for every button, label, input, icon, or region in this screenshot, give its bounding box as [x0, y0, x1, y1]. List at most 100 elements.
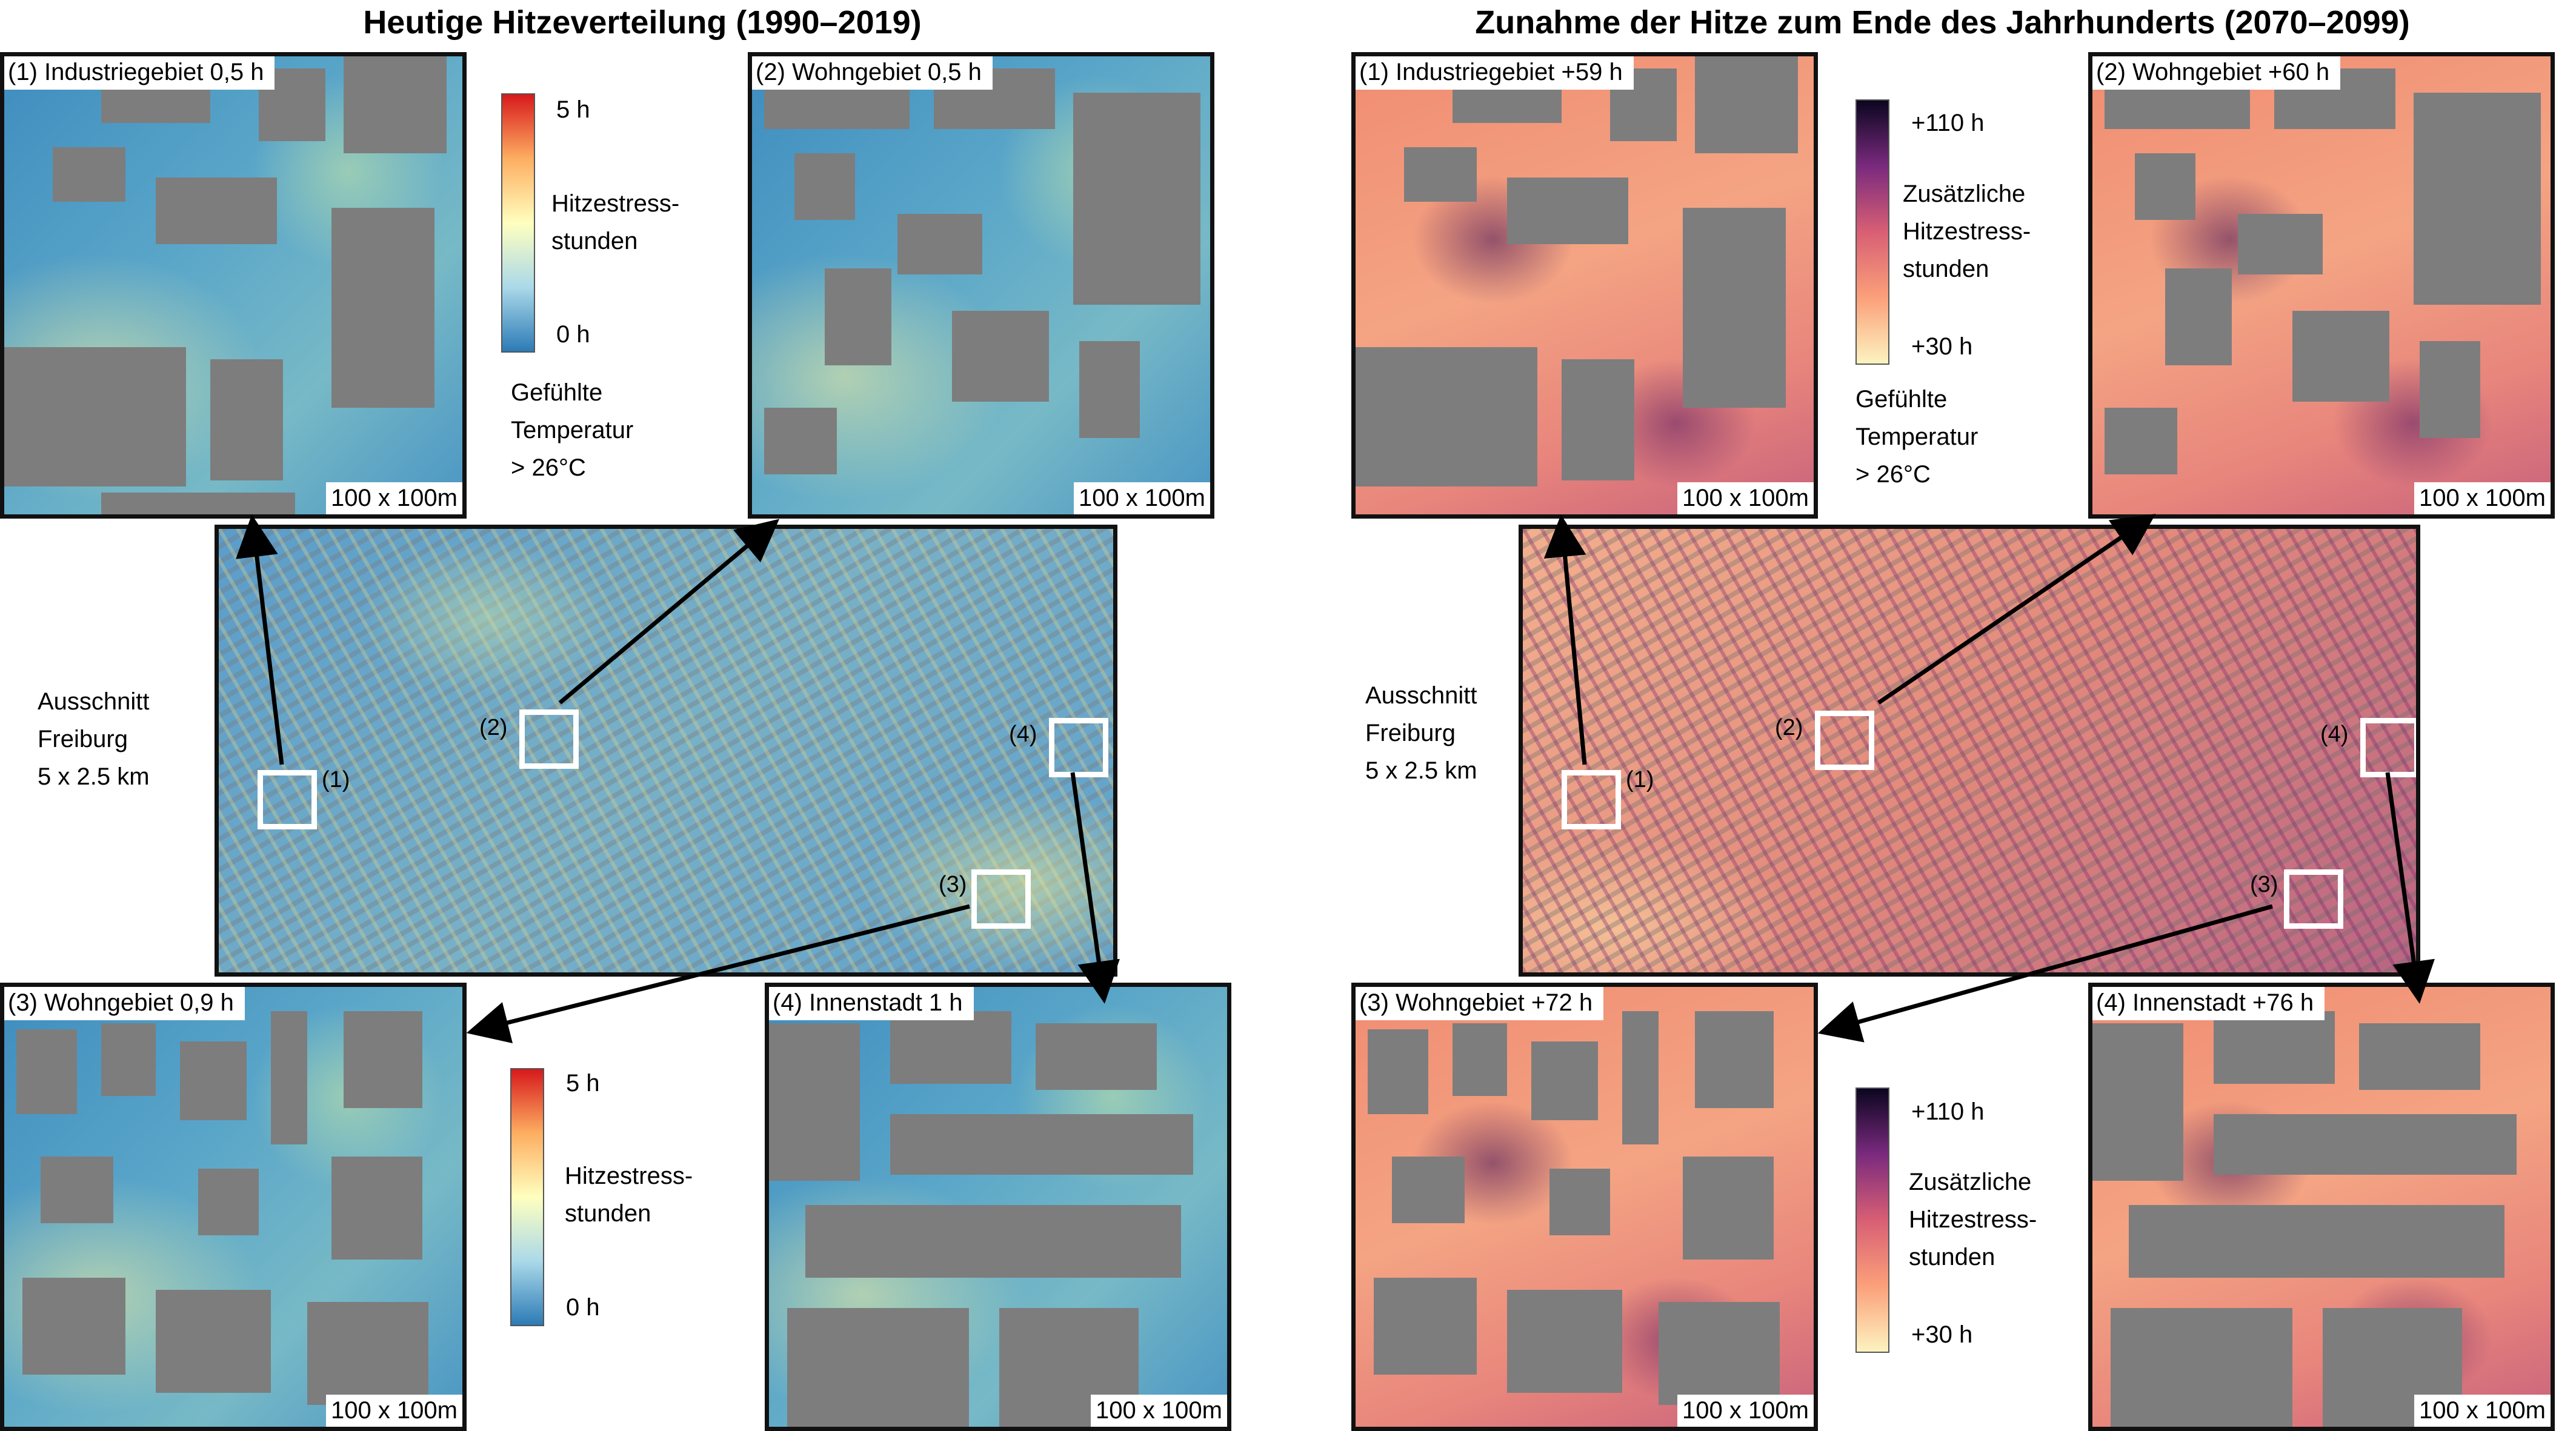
scale-label: 100 x 100m: [1677, 482, 1814, 514]
overview-label: Ausschnitt Freiburg 5 x 2.5 km: [1365, 682, 1477, 784]
building: [1073, 93, 1200, 305]
building: [307, 1302, 428, 1405]
building: [1695, 56, 1798, 153]
left-overview-map: (1) (2) (3) (4): [215, 525, 1117, 977]
building: [825, 268, 891, 365]
building: [101, 493, 295, 514]
right-panel-2-residential: (2) Wohngebiet +60 h 100 x 100m: [2088, 52, 2555, 519]
roi-box-3: [2284, 869, 2343, 929]
arrow-roi4-right: [2385, 772, 2435, 1004]
panel-label: (3) Wohngebiet 0,9 h: [4, 987, 245, 1020]
colorbar-title: Hitzestress- stunden: [565, 1163, 693, 1227]
building: [53, 147, 125, 202]
panel-label: (4) Innenstadt +76 h: [2092, 987, 2325, 1020]
colorbar-current-top: [501, 93, 535, 353]
building: [2165, 268, 2232, 365]
building: [1549, 1169, 1610, 1235]
arrow-roi1-left: [236, 514, 284, 765]
roi-box-1: [258, 770, 317, 829]
building: [805, 1205, 1181, 1278]
building: [271, 1011, 307, 1144]
right-panel-3-residential: (3) Wohngebiet +72 h 100 x 100m: [1351, 983, 1818, 1431]
colorbar-title: Zusätzliche Hitzestress- stunden: [1909, 1169, 2037, 1270]
left-panel-3-residential: (3) Wohngebiet 0,9 h 100 x 100m: [0, 983, 467, 1431]
building: [1404, 147, 1477, 202]
building: [1356, 347, 1537, 486]
roi-number-3: (3): [2250, 872, 2278, 897]
right-title: Zunahme der Hitze zum Ende des Jahrhunde…: [1475, 4, 2410, 41]
roi-box-2: [519, 709, 579, 769]
building: [2214, 1114, 2517, 1175]
building: [16, 1029, 77, 1114]
arrow-roi3-left: [466, 904, 970, 1043]
building: [344, 56, 447, 153]
colorbar-min-label: 0 h: [556, 321, 590, 348]
colorbar-max-label: 5 h: [566, 1070, 600, 1097]
panel-label: (1) Industriegebiet 0,5 h: [4, 56, 275, 90]
colorbar-title: Hitzestress- stunden: [551, 190, 680, 254]
roi-number-2: (2): [1775, 715, 1803, 740]
building: [890, 1114, 1193, 1175]
scale-label: 100 x 100m: [325, 482, 462, 514]
building: [344, 1011, 422, 1108]
scale-label: 100 x 100m: [1677, 1395, 1814, 1427]
roi-box-4: [1049, 718, 1108, 777]
building: [890, 1011, 1011, 1084]
building: [1507, 1290, 1622, 1393]
arrow-roi2-left: [558, 519, 780, 705]
building: [1683, 1157, 1774, 1260]
roi-number-3: (3): [939, 872, 967, 897]
overview-label: Ausschnitt Freiburg 5 x 2.5 km: [38, 688, 150, 790]
heat-map: [219, 529, 1113, 972]
roi-number-2: (2): [479, 715, 508, 740]
building: [1562, 359, 1634, 480]
threshold-note: Gefühlte Temperatur > 26°C: [1855, 386, 1979, 488]
panel-label: (2) Wohngebiet 0,5 h: [752, 56, 993, 90]
threshold-note: Gefühlte Temperatur > 26°C: [511, 379, 634, 481]
building: [787, 1308, 969, 1427]
roi-box-2: [1815, 711, 1874, 770]
arrow-roi1-right: [1543, 514, 1587, 765]
roi-number-4: (4): [2320, 722, 2349, 747]
building: [2105, 408, 2177, 474]
building: [2129, 1205, 2504, 1278]
building: [2292, 311, 2389, 402]
building: [4, 347, 186, 486]
colorbar-current-bottom: [510, 1068, 544, 1326]
left-panel-4-city-center: (4) Innenstadt 1 h 100 x 100m: [765, 983, 1231, 1431]
left-panel-1-industrial: (1) Industriegebiet 0,5 h 100 x 100m: [0, 52, 467, 519]
building: [1368, 1029, 1428, 1114]
building: [331, 208, 434, 408]
building: [2414, 93, 2541, 305]
building: [794, 153, 855, 220]
right-overview-map: (1) (2) (3) (4): [1519, 525, 2420, 977]
building: [198, 1169, 259, 1235]
building: [2135, 153, 2195, 220]
colorbar-future-top: [1855, 99, 1889, 365]
scale-label: 100 x 100m: [325, 1395, 462, 1427]
colorbar-max-label: 5 h: [556, 96, 590, 123]
building: [1036, 1023, 1157, 1090]
right-panel-1-industrial: (1) Industriegebiet +59 h 100 x 100m: [1351, 52, 1818, 519]
colorbar-max-label: +110 h: [1911, 110, 1985, 136]
building: [156, 1290, 271, 1393]
left-panel-2-residential: (2) Wohngebiet 0,5 h 100 x 100m: [748, 52, 1214, 519]
roi-number-4: (4): [1009, 722, 1037, 747]
roi-number-1: (1): [1626, 767, 1654, 792]
building: [1374, 1278, 1477, 1375]
building: [952, 311, 1049, 402]
building: [2238, 214, 2323, 274]
arrow-roi3-right: [1817, 904, 2273, 1043]
arrow-roi4-left: [1070, 772, 1120, 1004]
building: [897, 214, 982, 274]
building: [1622, 1011, 1659, 1144]
left-title: Heutige Hitzeverteilung (1990–2019): [363, 4, 922, 41]
building: [764, 408, 837, 474]
building: [1695, 1011, 1774, 1108]
colorbar-future-bottom: [1855, 1087, 1889, 1353]
colorbar-min-label: +30 h: [1911, 1321, 1973, 1348]
right-panel-4-city-center: (4) Innenstadt +76 h 100 x 100m: [2088, 983, 2555, 1431]
building: [1392, 1157, 1465, 1223]
scale-label: 100 x 100m: [1090, 1395, 1227, 1427]
colorbar-title: Zusätzliche Hitzestress- stunden: [1903, 181, 2031, 282]
